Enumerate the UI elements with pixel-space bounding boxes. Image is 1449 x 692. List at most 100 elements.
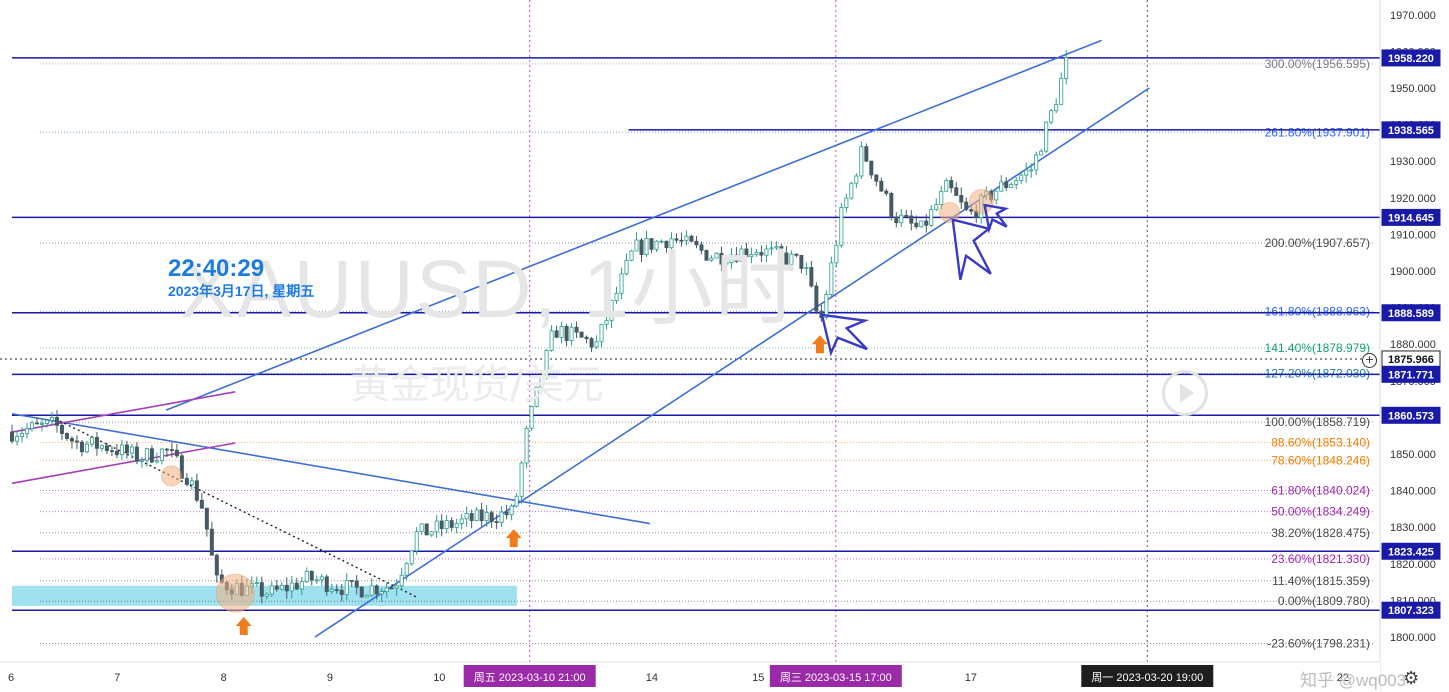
candle-body — [94, 436, 99, 449]
candle-body — [829, 262, 834, 295]
candle-body — [559, 326, 564, 338]
candle-body — [69, 438, 74, 442]
add-alert-icon[interactable]: + — [1362, 353, 1377, 368]
candle-body — [109, 450, 114, 452]
candle-body — [644, 238, 649, 255]
support-zone — [12, 585, 517, 606]
candle-body — [739, 248, 744, 262]
candle-body — [534, 386, 539, 407]
candle-body — [274, 585, 279, 590]
candle-body — [189, 480, 194, 485]
candle-body — [1029, 169, 1034, 172]
candle-body — [349, 580, 354, 582]
y-tick-label: 1840.000 — [1390, 486, 1436, 498]
price-label-box — [1381, 406, 1441, 424]
candle-body — [44, 419, 49, 424]
candle-body — [1049, 110, 1054, 123]
candle-body — [379, 591, 384, 595]
candle-body — [584, 336, 589, 340]
candle-body — [654, 240, 659, 250]
horizontal-levels — [0, 57, 1380, 611]
candle-body — [949, 180, 954, 189]
candle-body — [1009, 184, 1014, 188]
candle-body — [284, 584, 289, 592]
candle-body — [899, 214, 904, 224]
candle-body — [944, 180, 949, 192]
symbol-description-watermark: 黄金现货/美元 — [350, 362, 604, 408]
x-tick-label: 7 — [114, 672, 120, 684]
candle-body — [179, 455, 184, 479]
candle-body — [19, 433, 24, 437]
candle-body — [589, 338, 594, 348]
candle-body — [794, 253, 799, 256]
candle-body — [549, 330, 554, 351]
touch-point-circle — [968, 188, 994, 214]
candle-body — [659, 240, 664, 243]
trend-lines — [11, 39, 1150, 638]
gear-icon[interactable]: ⚙ — [1403, 668, 1420, 689]
price-label-text: 1871.771 — [1388, 369, 1434, 381]
fib-level-label: 78.60%(1848.246) — [1271, 453, 1370, 467]
candle-body — [859, 146, 864, 177]
candle-body — [1014, 180, 1019, 185]
candle-body — [674, 238, 679, 241]
candle-body — [729, 254, 734, 263]
price-label-box — [1381, 208, 1441, 226]
support-zone-rect — [12, 585, 517, 606]
y-tick-label: 1900.000 — [1390, 266, 1436, 278]
candle-body — [434, 520, 439, 533]
candle-body — [824, 294, 829, 318]
candle-body — [774, 246, 779, 249]
candle-body — [929, 209, 934, 226]
candle-body — [779, 246, 784, 254]
candle-body — [454, 523, 459, 528]
candle-body — [689, 235, 694, 242]
candle-body — [1004, 181, 1009, 188]
candle-body — [869, 160, 874, 176]
candle-body — [619, 273, 624, 294]
clock-time: 22:40:29 — [168, 255, 265, 282]
candle-body — [164, 448, 169, 451]
candle-body — [294, 582, 299, 590]
price-label-text: 1938.565 — [1388, 125, 1434, 137]
price-label-box — [1381, 365, 1441, 383]
fib-level-label: 100.00%(1858.719) — [1265, 415, 1370, 429]
x-tick-label: 6 — [8, 672, 14, 684]
candle-body — [919, 220, 924, 228]
pointer-arrow-icon — [820, 313, 870, 357]
candle-body — [474, 509, 479, 521]
price-axis-bg — [1380, 0, 1449, 692]
candle-body — [799, 254, 804, 269]
trend-line — [314, 87, 1150, 638]
time-highlight-label: 周三 2023-03-15 17:00 — [780, 671, 892, 684]
candle-body — [484, 512, 489, 522]
price-axis[interactable]: 1800.0001810.0001820.0001830.0001840.000… — [1379, 0, 1449, 692]
fib-extension: 300.00%(1956.595) 261.80%(1937.901) 200.00… — [40, 57, 1375, 650]
candle-body — [524, 427, 529, 464]
candle-body — [14, 436, 19, 442]
y-tick-label: 1970.000 — [1390, 10, 1436, 22]
candle-body — [169, 449, 174, 451]
candle-body — [1044, 121, 1049, 152]
candle-body — [734, 254, 739, 262]
candle-body — [9, 431, 14, 442]
pointer-arrow-icon — [983, 203, 1010, 234]
candle-body — [194, 480, 199, 501]
time-axis[interactable]: 6 7 8 9 10 14 15 17 22 周五 2023-03-10 21:00 周三 2023… — [0, 661, 1380, 692]
clock-date: 2023年3月17日, 星期五 — [168, 283, 315, 299]
candle-body — [834, 244, 839, 264]
candle-body — [844, 197, 849, 208]
candle-body — [699, 244, 704, 251]
candle-body — [84, 443, 89, 453]
fib-level-label: 161.80%(1888.963) — [1265, 304, 1370, 318]
annotations — [160, 188, 1010, 636]
touch-point-circle — [939, 201, 961, 223]
y-tick-label: 1920.000 — [1390, 193, 1436, 205]
candle-body — [144, 448, 149, 461]
up-arrow-icon — [811, 335, 828, 354]
candle-body — [509, 505, 514, 516]
candle-body — [529, 406, 534, 429]
candle-body — [204, 507, 209, 530]
